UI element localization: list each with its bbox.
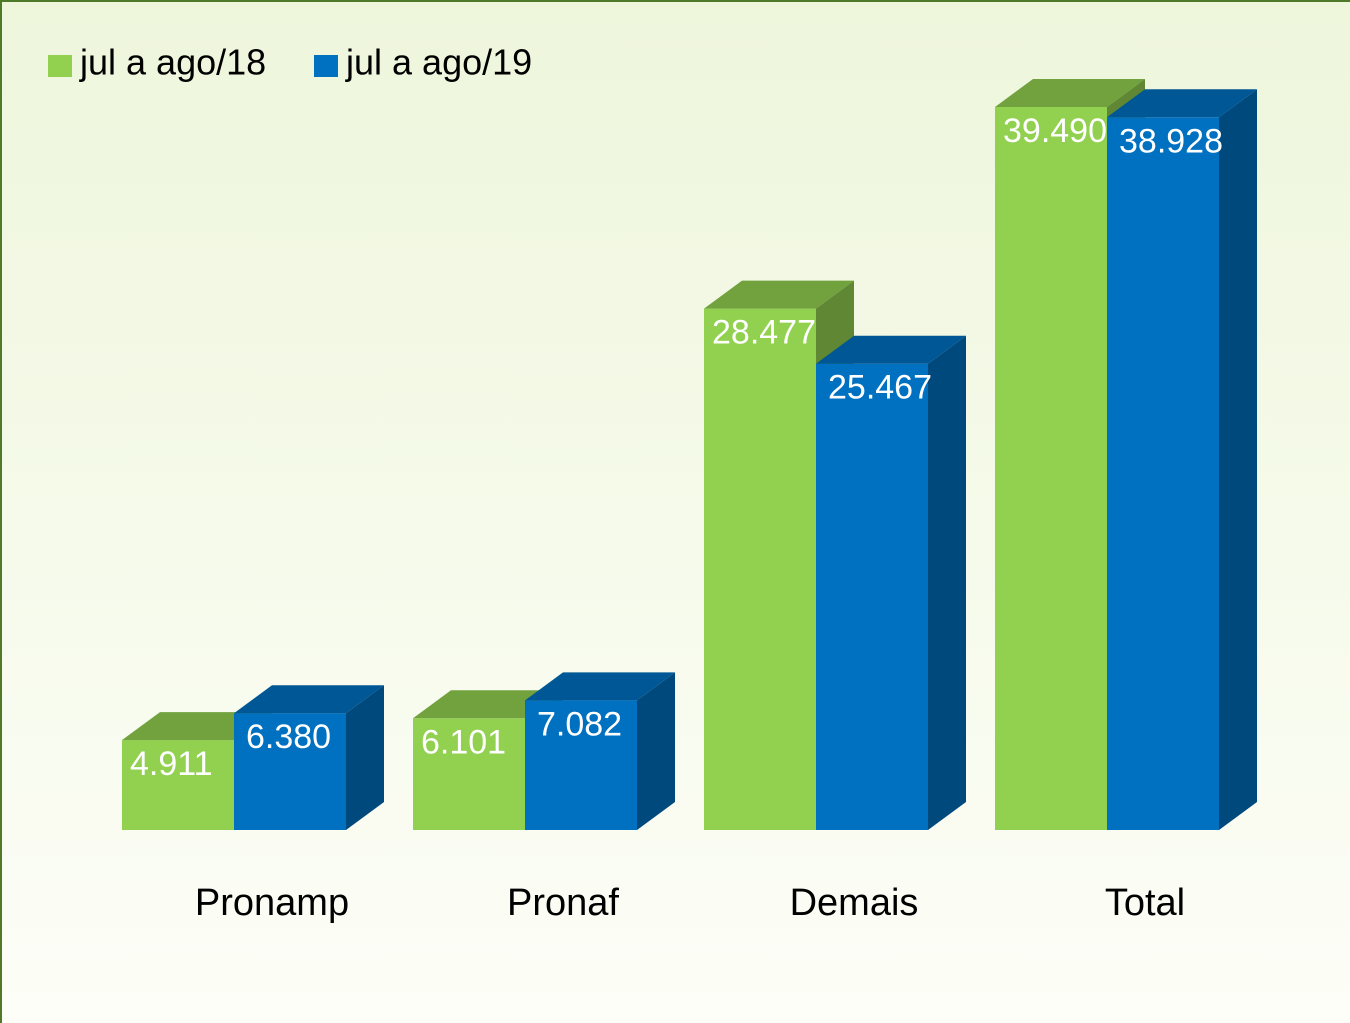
bar <box>816 363 928 830</box>
x-tick-label: Total <box>1105 882 1185 924</box>
bar-top <box>704 280 854 309</box>
bar <box>1107 117 1219 831</box>
value-label: 39.490 <box>1003 112 1107 150</box>
value-label: 28.477 <box>712 314 816 352</box>
bar-top <box>816 335 966 364</box>
value-label: 7.082 <box>537 705 622 743</box>
bar <box>413 718 525 830</box>
bar-side <box>346 685 384 830</box>
legend-swatch <box>314 55 338 77</box>
legend-label: jul a ago/19 <box>345 42 532 83</box>
value-label: 4.911 <box>130 745 213 783</box>
x-tick-label: Demais <box>790 882 919 924</box>
bar <box>704 308 816 831</box>
bar <box>525 700 637 830</box>
bar-top <box>525 672 675 701</box>
x-tick-label: Pronaf <box>507 882 619 924</box>
bar-side <box>928 335 966 830</box>
bar-side <box>637 672 675 830</box>
value-label: 25.467 <box>828 369 932 407</box>
bar-top <box>234 685 384 714</box>
bar-top <box>995 79 1145 107</box>
value-label: 38.928 <box>1119 122 1223 160</box>
legend-label: jul a ago/18 <box>79 42 266 83</box>
bar <box>234 713 346 830</box>
value-label: 6.101 <box>421 723 506 761</box>
bar <box>122 740 234 830</box>
legend-swatch <box>48 55 72 77</box>
bar-side <box>1219 89 1257 831</box>
bar-top <box>1107 89 1257 118</box>
value-label: 6.380 <box>246 718 331 756</box>
bar <box>995 107 1107 830</box>
x-tick-label: Pronamp <box>195 882 349 924</box>
